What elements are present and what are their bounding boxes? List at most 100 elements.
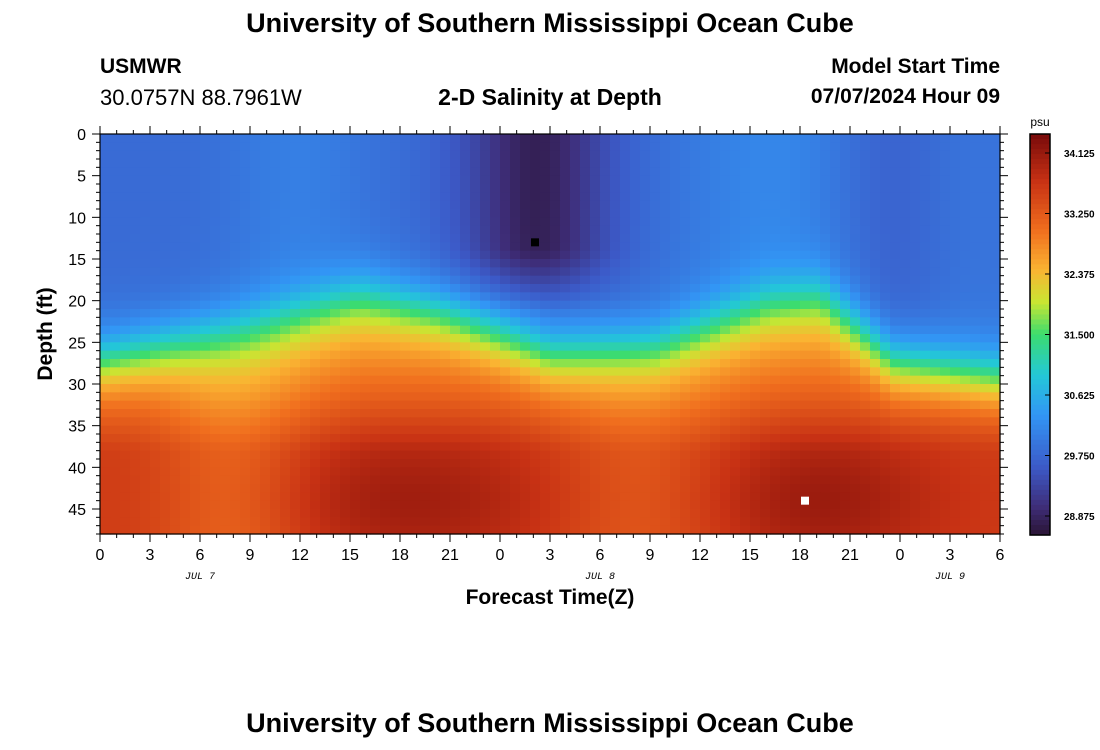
heatmap-cell [810,492,821,502]
heatmap-cell [470,150,481,160]
heatmap-cell [770,234,781,243]
heatmap-cell [390,292,401,302]
heatmap-cell [240,134,251,143]
heatmap-cell [790,234,801,243]
heatmap-cell [440,325,451,335]
heatmap-cell [770,425,781,435]
heatmap-cell [610,300,621,310]
heatmap-cell [990,175,1001,185]
heatmap-cell [460,417,471,427]
heatmap-cell [450,467,461,477]
heatmap-cell [870,334,881,343]
heatmap-cell [200,359,211,368]
heatmap-cell [500,367,511,377]
heatmap-cell [910,517,921,527]
heatmap-cell [420,134,431,143]
heatmap-cell [540,134,551,143]
heatmap-cell [510,250,521,260]
heatmap-cell [990,300,1001,310]
heatmap-cell [530,250,541,260]
heatmap-cell [140,450,151,460]
heatmap-cell [160,517,171,527]
heatmap-cell [570,167,581,177]
heatmap-cell [570,159,581,168]
heatmap-cell [970,150,981,160]
heatmap-cell [220,175,231,185]
heatmap-cell [110,334,121,343]
heatmap-cell [640,234,651,243]
colorbar-segment [1030,374,1050,381]
heatmap-cell [230,259,241,268]
heatmap-cell [690,234,701,243]
heatmap-cell [830,342,841,352]
heatmap-cell [210,184,221,193]
heatmap-cell [320,500,331,510]
heatmap-cell [300,184,311,193]
heatmap-cell [670,159,681,168]
heatmap-cell [650,350,661,360]
heatmap-cell [980,334,991,343]
heatmap-cell [770,284,781,293]
heatmap-cell [440,475,451,485]
heatmap-cell [740,450,751,460]
heatmap-cell [770,317,781,327]
heatmap-cell [210,367,221,377]
heatmap-cell [820,375,831,385]
heatmap-cell [330,450,341,460]
heatmap-cell [880,484,891,493]
heatmap-cell [770,159,781,168]
heatmap-cell [760,334,771,343]
heatmap-cell [770,342,781,352]
heatmap-cell [550,292,561,302]
heatmap-cell [820,342,831,352]
heatmap-cell [540,167,551,177]
heatmap-cell [410,400,421,410]
heatmap-cell [190,334,201,343]
heatmap-cell [290,434,301,443]
heatmap-cell [550,175,561,185]
heatmap-cell [480,292,491,302]
heatmap-cell [490,417,501,427]
heatmap-cell [440,350,451,360]
heatmap-cell [760,467,771,477]
heatmap-cell [650,392,661,402]
heatmap-cell [640,359,651,368]
heatmap-cell [730,284,741,293]
heatmap-cell [590,417,601,427]
heatmap-cell [350,167,361,177]
heatmap-cell [230,450,241,460]
heatmap-cell [210,309,221,318]
heatmap-cell [560,417,571,427]
heatmap-cell [430,459,441,468]
heatmap-cell [570,417,581,427]
heatmap-cell [390,484,401,493]
heatmap-cell [730,184,741,193]
heatmap-cell [360,225,371,235]
heatmap-cell [780,134,791,143]
colorbar-segment [1030,529,1050,536]
colorbar-tick-label: 29.750 [1064,451,1095,462]
heatmap-cell [970,167,981,177]
heatmap-cell [990,225,1001,235]
heatmap-cell [490,500,501,510]
heatmap-cell [560,475,571,485]
heatmap-cell [310,317,321,327]
heatmap-cell [360,492,371,502]
heatmap-cell [910,525,921,535]
heatmap-cell [900,492,911,502]
heatmap-cell [900,325,911,335]
heatmap-cell [410,450,421,460]
heatmap-cell [930,375,941,385]
heatmap-cell [740,217,751,227]
heatmap-cell [530,300,541,310]
heatmap-cell [580,367,591,377]
heatmap-cell [800,467,811,477]
heatmap-cell [540,175,551,185]
heatmap-cell [160,259,171,268]
heatmap-cell [590,300,601,310]
heatmap-cell [420,392,431,402]
heatmap-cell [960,467,971,477]
heatmap-cell [700,259,711,268]
heatmap-cell [720,325,731,335]
heatmap-cell [830,134,841,143]
